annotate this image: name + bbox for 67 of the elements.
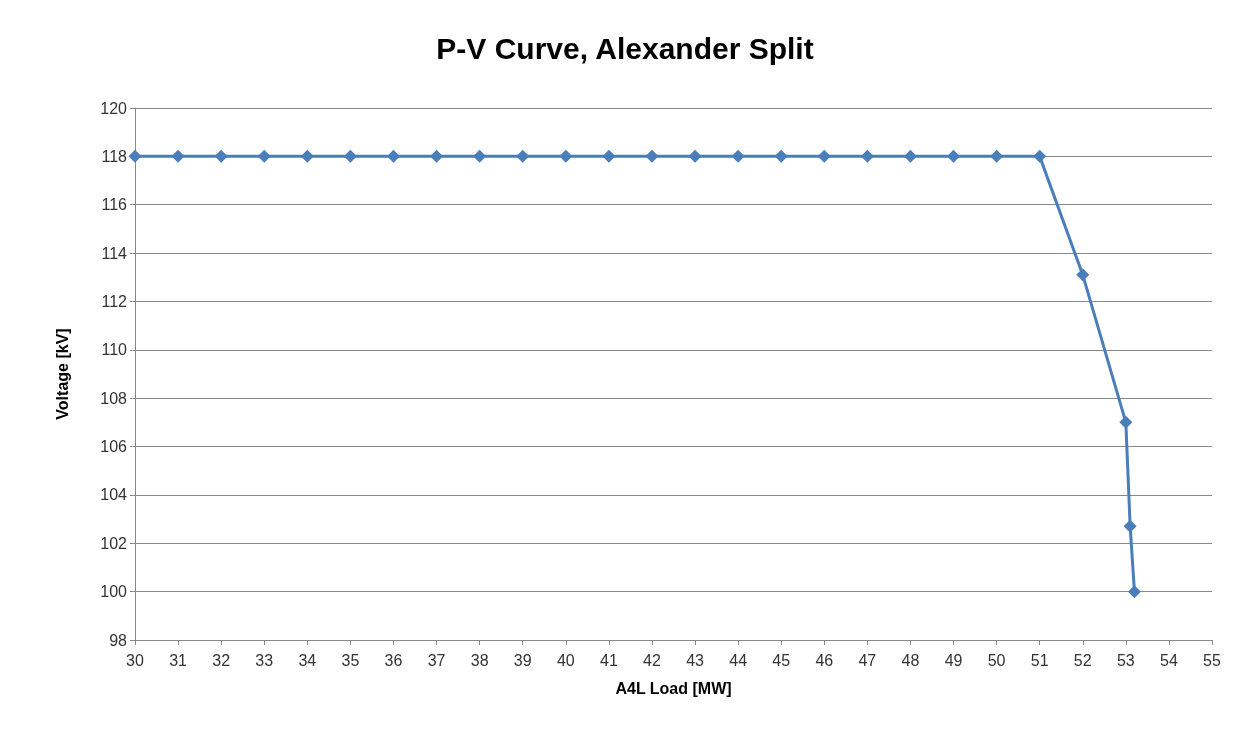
point <box>1127 585 1141 599</box>
x-tick-label: 49 <box>944 651 963 669</box>
x-tick-label: 35 <box>341 651 360 669</box>
x-tick-label: 45 <box>772 651 791 669</box>
point <box>1033 149 1047 163</box>
y-tick-label: 98 <box>109 631 128 649</box>
point <box>343 149 357 163</box>
y-tick-label: 106 <box>100 438 128 456</box>
x-tick-label: 33 <box>255 651 274 669</box>
point <box>257 149 271 163</box>
point <box>559 149 573 163</box>
point <box>171 149 185 163</box>
y-tick-label: 114 <box>101 244 128 262</box>
x-tick-label: 46 <box>815 651 834 669</box>
y-tick-label: 108 <box>100 389 128 407</box>
x-tick-label: 53 <box>1116 651 1135 669</box>
point <box>731 149 745 163</box>
x-tick-label: 48 <box>901 651 920 669</box>
x-tick-label: 32 <box>212 651 231 669</box>
point <box>1123 519 1137 533</box>
point <box>774 149 788 163</box>
x-tick-label: 36 <box>384 651 403 669</box>
y-axis-title: Voltage [kV] <box>53 328 71 420</box>
x-tick-label: 52 <box>1073 651 1092 669</box>
x-tick-label: 30 <box>126 651 144 669</box>
point <box>386 149 400 163</box>
point <box>1076 268 1090 282</box>
x-tick-label: 47 <box>858 651 877 669</box>
y-tick-label: 112 <box>101 292 128 310</box>
point <box>300 149 314 163</box>
x-tick-label: 41 <box>599 651 618 669</box>
chart-title: P-V Curve, Alexander Split <box>436 31 814 65</box>
y-tick-label: 100 <box>100 583 128 601</box>
x-tick-label: 43 <box>686 651 705 669</box>
y-tick-label: 102 <box>100 534 128 552</box>
y-tick-label: 104 <box>100 486 128 504</box>
y-tick-label: 120 <box>100 99 128 117</box>
point <box>602 149 616 163</box>
point <box>688 149 702 163</box>
x-tick-label: 39 <box>513 651 532 669</box>
x-tick-label: 34 <box>298 651 317 669</box>
x-tick-label: 42 <box>643 651 661 669</box>
y-tick-label: 118 <box>101 147 128 165</box>
point <box>1119 415 1133 429</box>
x-tick-label: 51 <box>1030 651 1049 669</box>
x-tick-label: 40 <box>556 651 575 669</box>
point <box>947 149 961 163</box>
x-tick-label: 37 <box>427 651 446 669</box>
point <box>128 149 142 163</box>
point <box>214 149 228 163</box>
point <box>903 149 917 163</box>
point <box>860 149 874 163</box>
point <box>473 149 487 163</box>
point <box>817 149 831 163</box>
x-tick-label: 55 <box>1203 651 1221 669</box>
point <box>990 149 1004 163</box>
x-axis-title: A4L Load [MW] <box>615 679 732 697</box>
x-tick-label: 50 <box>987 651 1006 669</box>
point <box>516 149 530 163</box>
x-tick-label: 44 <box>729 651 748 669</box>
y-tick-label: 110 <box>101 341 128 359</box>
point <box>645 149 659 163</box>
x-tick-label: 31 <box>169 651 188 669</box>
x-tick-label: 54 <box>1160 651 1178 669</box>
point <box>430 149 444 163</box>
y-tick-label: 116 <box>101 196 128 214</box>
x-tick-label: 38 <box>470 651 489 669</box>
